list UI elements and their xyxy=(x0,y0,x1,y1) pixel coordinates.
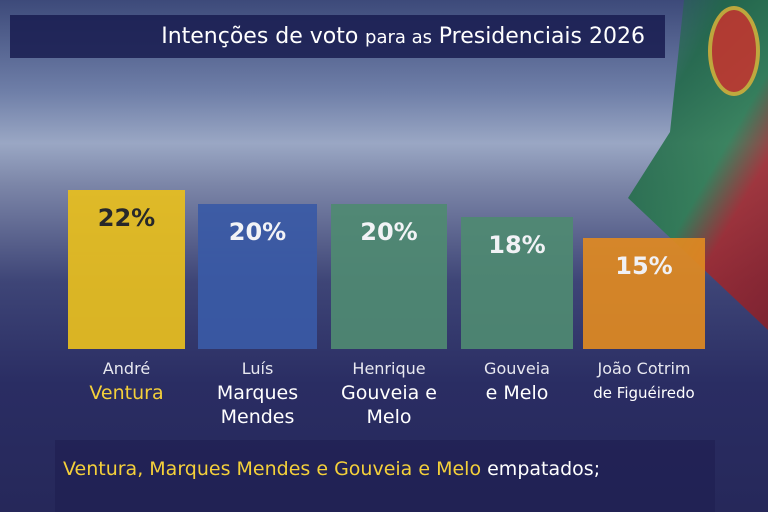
value-label: 18% xyxy=(488,231,546,260)
value-label: 20% xyxy=(228,217,287,246)
caption-highlight: Ventura, Marques Mendes e Gouveia e Melo xyxy=(63,458,482,480)
candidate-surname: de Figuéiredo xyxy=(593,384,695,402)
value-label: 20% xyxy=(360,217,418,246)
candidate-first-name: André xyxy=(102,359,151,378)
candidate-first-name: João Cotrim xyxy=(597,359,691,378)
value-label: 22% xyxy=(97,204,156,232)
bar-1: 20% xyxy=(198,203,317,349)
bar-4: 15% xyxy=(583,238,705,349)
candidate-label: João Cotrim de Figuéiredo xyxy=(573,357,715,405)
caption-band: Ventura, Marques Mendes e Gouveia e Melo… xyxy=(55,440,715,512)
bar-2: 20% xyxy=(331,203,447,349)
value-label: 15% xyxy=(615,252,673,281)
candidate-surname: Ventura xyxy=(89,382,164,404)
bar-0: 22% xyxy=(68,190,185,349)
title-connector: para as xyxy=(365,27,433,48)
caption-rest: empatados; xyxy=(481,458,601,480)
caption-text: Ventura, Marques Mendes e Gouveia e Melo… xyxy=(63,458,600,480)
candidate-first-name: Gouveia xyxy=(484,359,550,378)
candidate-surname: Gouveia e Melo xyxy=(341,382,437,428)
title-banner: Intenções de voto para as Presidenciais … xyxy=(10,15,665,58)
title-main: Intenções de voto xyxy=(161,24,359,49)
candidate-label: Gouveia e Melo xyxy=(451,357,583,405)
candidate-first-name: Luís xyxy=(241,359,274,378)
candidate-first-name: Henrique xyxy=(352,359,426,378)
candidate-surname: Marques Mendes xyxy=(216,382,299,428)
candidate-label: Henrique Gouveia e Melo xyxy=(321,357,457,429)
portugal-coat-of-arms xyxy=(708,6,760,96)
candidate-surname: e Melo xyxy=(485,382,549,404)
candidate-label: Luís Marques Mendes xyxy=(188,357,327,429)
title-election: Presidenciais 2026 xyxy=(438,24,645,49)
bar-3: 18% xyxy=(461,217,573,349)
candidate-label: André Ventura xyxy=(58,357,195,405)
chart-title: Intenções de voto para as Presidenciais … xyxy=(161,24,645,49)
